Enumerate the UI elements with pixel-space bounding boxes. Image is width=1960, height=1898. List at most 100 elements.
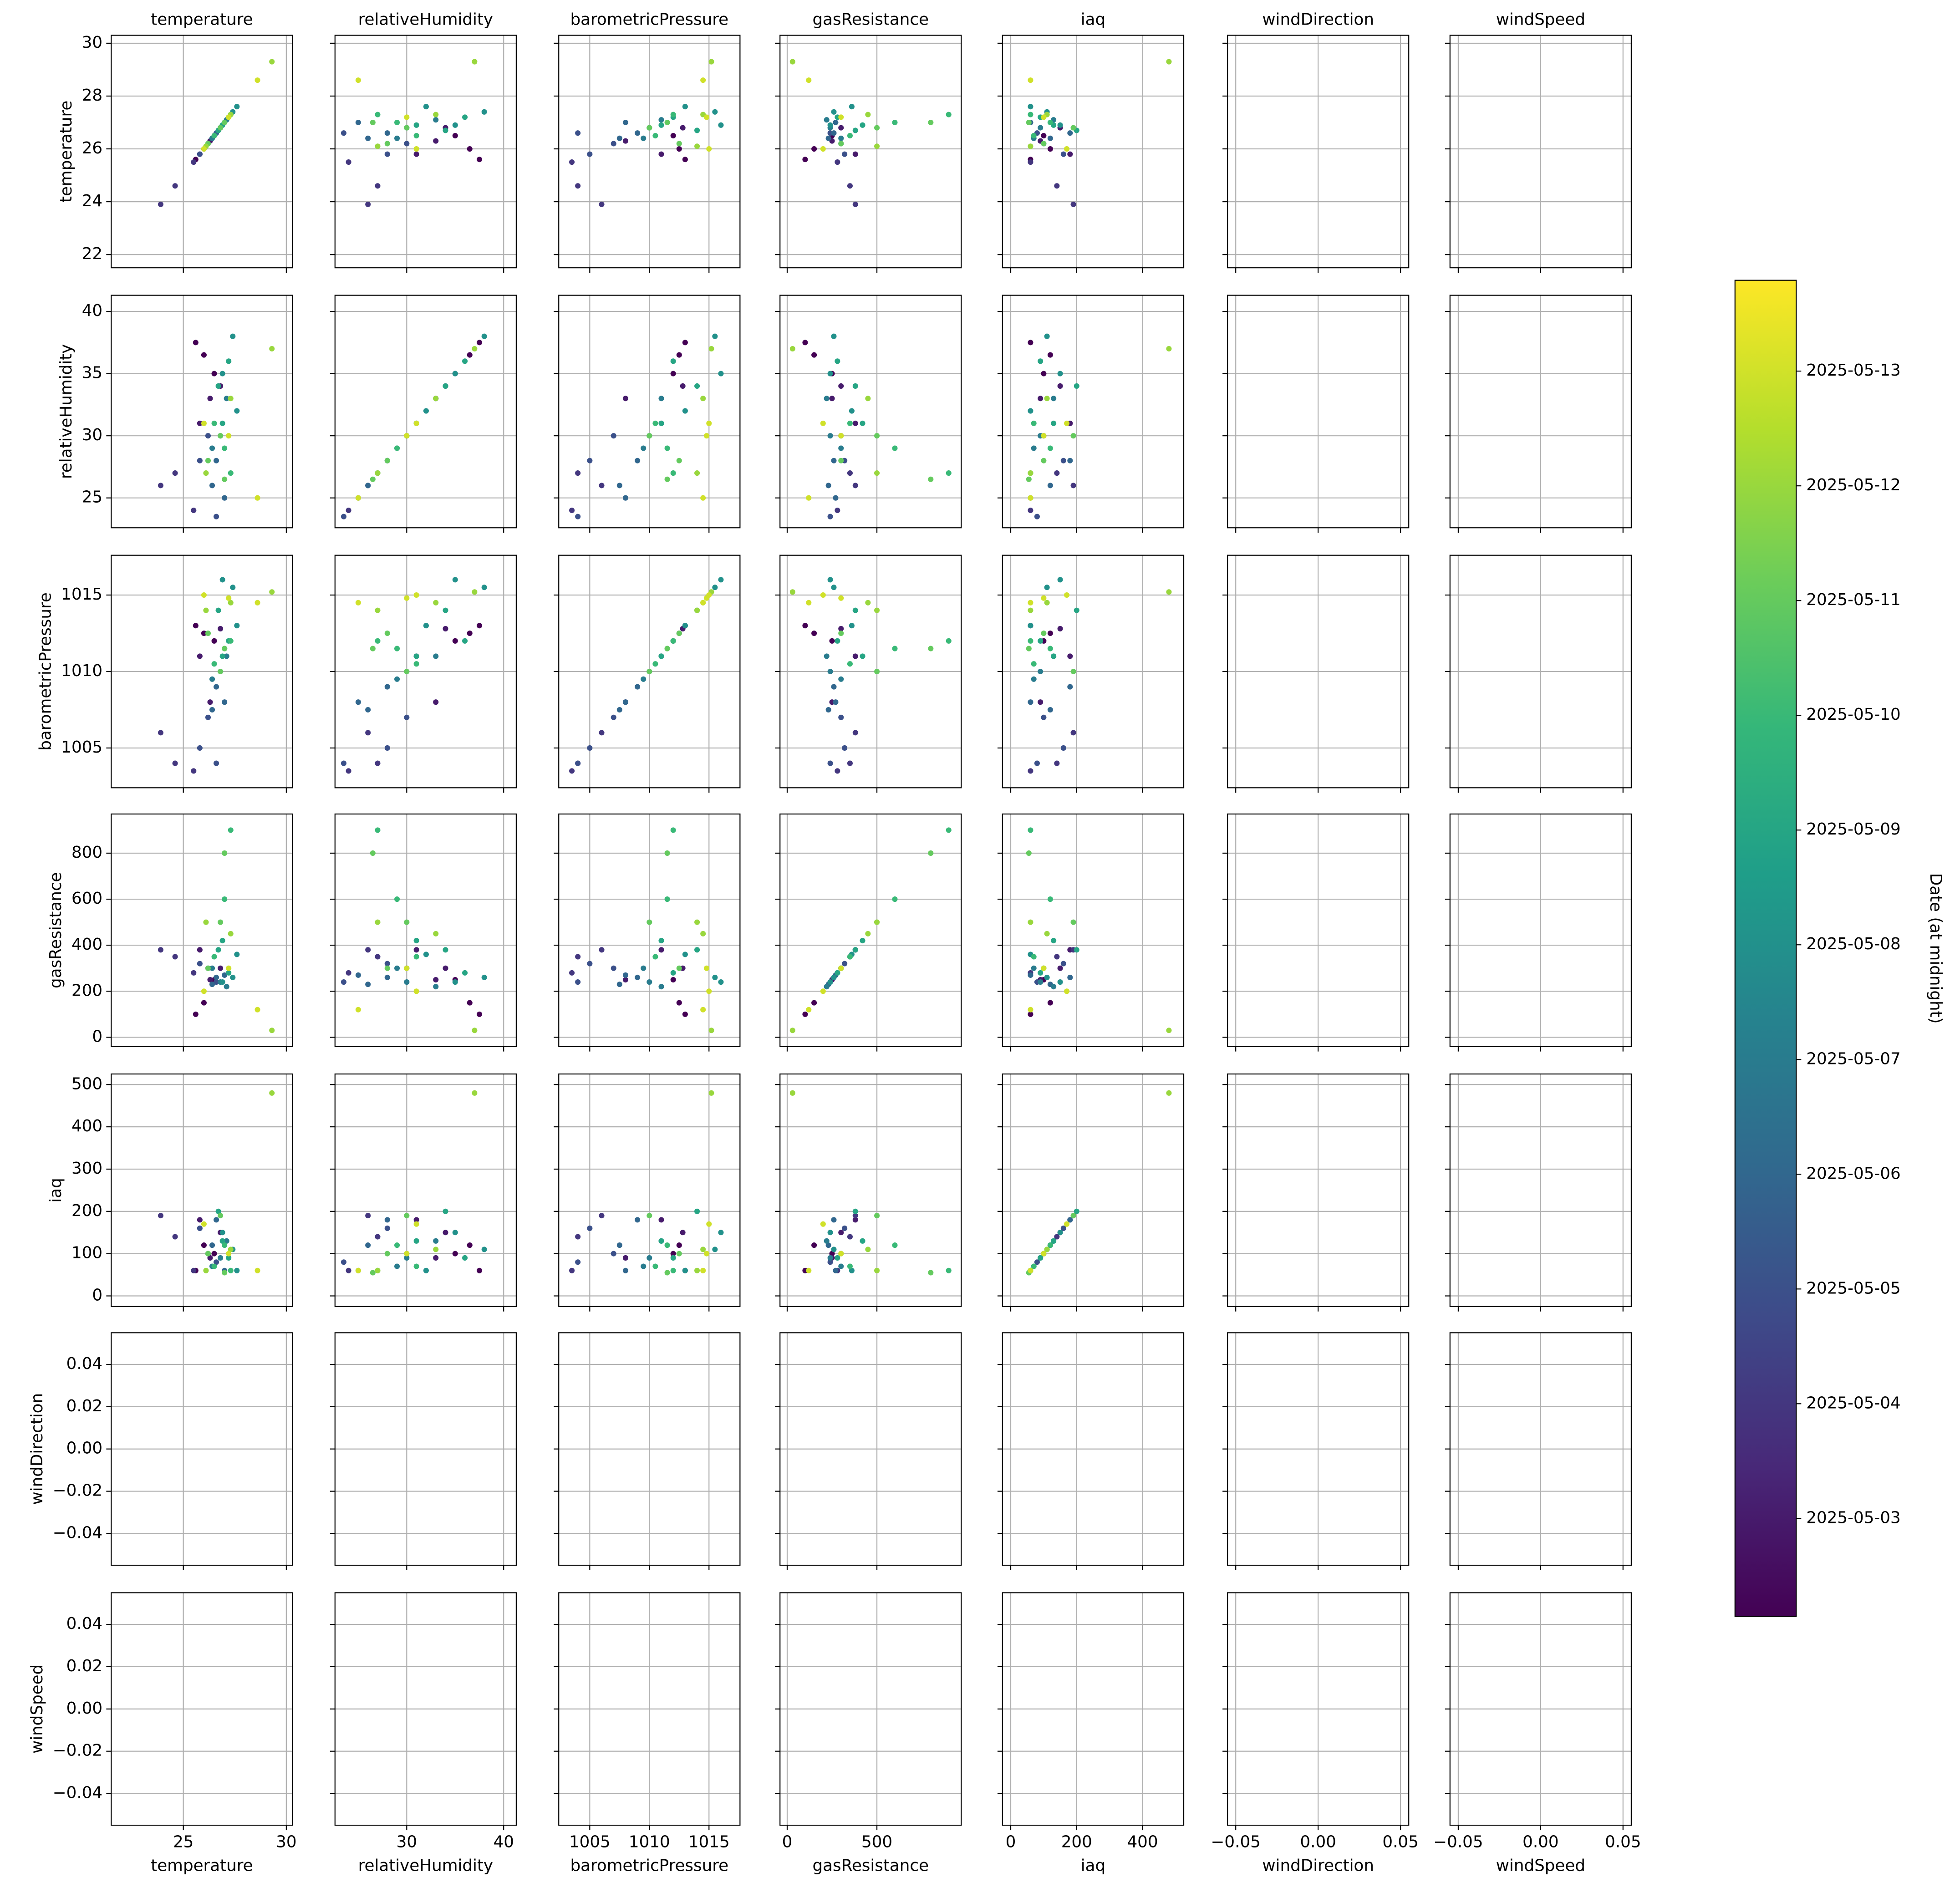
x-axis-label: windDirection bbox=[1262, 1857, 1374, 1875]
point bbox=[452, 1251, 458, 1257]
axes-frame bbox=[111, 295, 293, 529]
point bbox=[346, 1267, 351, 1273]
subplot bbox=[1222, 555, 1410, 793]
point bbox=[222, 476, 228, 482]
point bbox=[226, 433, 232, 439]
point bbox=[1074, 947, 1079, 953]
point bbox=[849, 1267, 855, 1273]
point bbox=[269, 589, 275, 595]
subplot bbox=[775, 295, 962, 533]
point bbox=[218, 125, 224, 131]
points bbox=[158, 59, 275, 207]
axes-frame bbox=[779, 1332, 962, 1566]
y-tick-label: 0.00 bbox=[66, 1439, 102, 1458]
point bbox=[676, 146, 682, 152]
point bbox=[611, 714, 616, 720]
point bbox=[384, 974, 390, 981]
point bbox=[1057, 626, 1063, 631]
point bbox=[207, 699, 213, 705]
subplot bbox=[1222, 1073, 1410, 1312]
points bbox=[789, 59, 952, 207]
subplot: −0.04 −0.02 0.00 0.02 0.04 bbox=[53, 1332, 293, 1571]
colorbar-tick-label: 2025-05-04 bbox=[1806, 1394, 1900, 1412]
point bbox=[852, 653, 858, 659]
point bbox=[676, 141, 682, 147]
point bbox=[197, 458, 203, 463]
point bbox=[694, 143, 700, 149]
point bbox=[197, 1217, 203, 1223]
point bbox=[1041, 630, 1047, 636]
point bbox=[700, 1247, 706, 1252]
points bbox=[789, 1090, 952, 1276]
point bbox=[433, 396, 439, 402]
y-tick-label: 600 bbox=[71, 889, 102, 908]
y-tick-label: 0.02 bbox=[66, 1657, 102, 1675]
point bbox=[228, 827, 234, 833]
point bbox=[718, 577, 724, 583]
point bbox=[827, 668, 833, 675]
point bbox=[664, 850, 670, 856]
point bbox=[341, 130, 347, 136]
subplot: −0.05 0.00 0.05 bbox=[1211, 1592, 1419, 1852]
point bbox=[269, 346, 275, 352]
point bbox=[462, 1255, 468, 1261]
colorbar-label: Date (at midnight) bbox=[1926, 873, 1945, 1024]
point bbox=[569, 768, 575, 774]
point bbox=[384, 965, 390, 971]
point bbox=[1044, 931, 1050, 936]
point bbox=[472, 59, 478, 65]
axes-frame bbox=[1002, 1592, 1185, 1826]
point bbox=[838, 965, 844, 971]
point bbox=[443, 947, 448, 953]
point bbox=[423, 408, 429, 414]
point bbox=[802, 157, 808, 163]
point bbox=[789, 346, 795, 352]
point bbox=[622, 138, 628, 144]
axes-frame bbox=[558, 35, 741, 269]
point bbox=[1038, 699, 1044, 705]
points bbox=[1026, 1090, 1172, 1276]
point bbox=[1041, 458, 1047, 463]
point bbox=[394, 135, 400, 141]
x-tick-label: 0.00 bbox=[1300, 1833, 1336, 1852]
point bbox=[226, 970, 232, 976]
point bbox=[802, 1011, 808, 1017]
column-title: relativeHumidity bbox=[358, 10, 493, 29]
point bbox=[1057, 965, 1063, 971]
point bbox=[215, 947, 221, 953]
point bbox=[443, 1208, 448, 1214]
point bbox=[404, 114, 410, 120]
point bbox=[355, 495, 361, 501]
y-tick-label: 1015 bbox=[61, 585, 102, 604]
point bbox=[191, 970, 197, 976]
point bbox=[847, 760, 853, 766]
point bbox=[676, 458, 682, 463]
point bbox=[847, 470, 853, 476]
point bbox=[680, 125, 686, 131]
point bbox=[197, 1225, 203, 1231]
column-title: iaq bbox=[1081, 10, 1105, 29]
point bbox=[1031, 420, 1037, 426]
point bbox=[384, 151, 390, 157]
point bbox=[222, 495, 228, 501]
point bbox=[647, 668, 652, 675]
point bbox=[172, 760, 178, 766]
point bbox=[708, 1090, 714, 1096]
point bbox=[375, 607, 381, 613]
point bbox=[365, 1213, 371, 1219]
point bbox=[413, 132, 419, 139]
point bbox=[1057, 1230, 1063, 1236]
y-tick-label: 800 bbox=[71, 843, 102, 862]
point bbox=[394, 1242, 400, 1248]
point bbox=[219, 577, 225, 583]
point bbox=[365, 947, 371, 953]
point bbox=[226, 358, 232, 364]
point bbox=[806, 1267, 812, 1273]
point bbox=[641, 965, 647, 971]
point bbox=[611, 1251, 616, 1257]
point bbox=[1166, 1090, 1172, 1096]
point bbox=[370, 476, 376, 482]
point bbox=[616, 135, 622, 141]
subplot bbox=[775, 555, 962, 793]
point bbox=[641, 1263, 647, 1269]
